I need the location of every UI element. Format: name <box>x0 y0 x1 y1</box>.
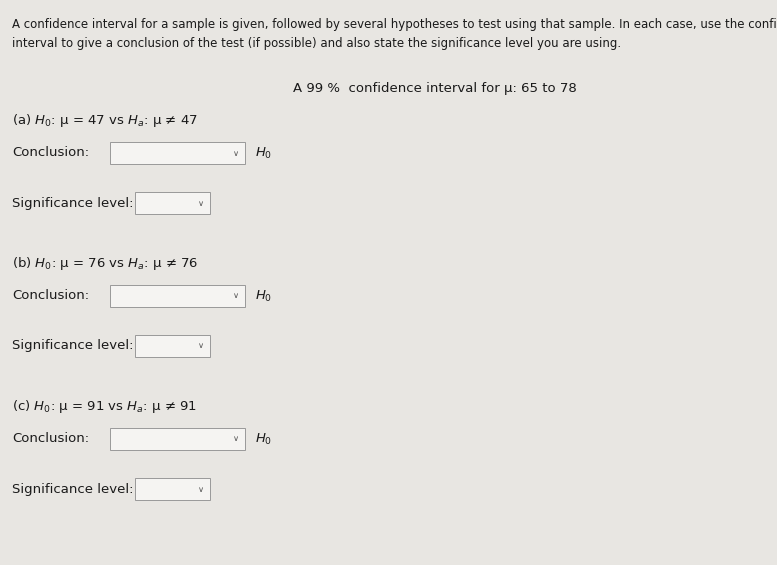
Text: interval to give a conclusion of the test (if possible) and also state the signi: interval to give a conclusion of the tes… <box>12 37 621 50</box>
Text: Conclusion:: Conclusion: <box>12 146 89 159</box>
Text: Significance level:: Significance level: <box>12 197 134 210</box>
FancyBboxPatch shape <box>135 478 210 500</box>
Text: A confidence interval for a sample is given, followed by several hypotheses to t: A confidence interval for a sample is gi… <box>12 18 777 31</box>
Text: Significance level:: Significance level: <box>12 483 134 496</box>
FancyBboxPatch shape <box>110 285 245 307</box>
Text: ∨: ∨ <box>198 341 204 350</box>
Text: A 99 %  confidence interval for μ: 65 to 78: A 99 % confidence interval for μ: 65 to … <box>293 82 577 95</box>
Text: ∨: ∨ <box>233 149 239 158</box>
Text: $H_0$: $H_0$ <box>255 289 272 303</box>
Text: $H_0$: $H_0$ <box>255 432 272 446</box>
Text: ∨: ∨ <box>198 485 204 493</box>
FancyBboxPatch shape <box>110 142 245 164</box>
Text: (b) $H_0$: μ = 76 vs $H_a$: μ ≠ 76: (b) $H_0$: μ = 76 vs $H_a$: μ ≠ 76 <box>12 255 198 272</box>
Text: Conclusion:: Conclusion: <box>12 289 89 302</box>
FancyBboxPatch shape <box>110 428 245 450</box>
Text: (a) $H_0$: μ = 47 vs $H_a$: μ ≠ 47: (a) $H_0$: μ = 47 vs $H_a$: μ ≠ 47 <box>12 112 198 129</box>
FancyBboxPatch shape <box>135 335 210 357</box>
Text: ∨: ∨ <box>198 198 204 207</box>
Text: $H_0$: $H_0$ <box>255 145 272 160</box>
Text: Conclusion:: Conclusion: <box>12 432 89 445</box>
Text: ∨: ∨ <box>233 292 239 301</box>
Text: (c) $H_0$: μ = 91 vs $H_a$: μ ≠ 91: (c) $H_0$: μ = 91 vs $H_a$: μ ≠ 91 <box>12 398 197 415</box>
Text: Significance level:: Significance level: <box>12 340 134 353</box>
Text: ∨: ∨ <box>233 434 239 444</box>
FancyBboxPatch shape <box>135 192 210 214</box>
